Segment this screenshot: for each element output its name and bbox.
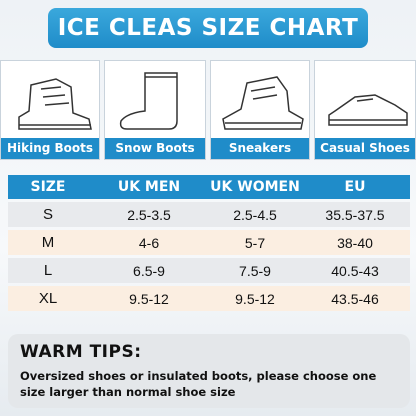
hiking-boot-icon xyxy=(18,78,92,130)
table-row: M 4-6 5-7 38-40 xyxy=(8,230,410,255)
table-cell: 43.5-46 xyxy=(300,286,410,311)
shoe-label: Hiking Boots xyxy=(1,138,99,159)
snow-boot-icon xyxy=(119,72,178,130)
shoe-panel: Snow Boots xyxy=(104,60,206,160)
header-row: SIZE UK MEN UK WOMEN EU xyxy=(8,175,410,199)
shoe-panel: Hiking Boots xyxy=(0,60,100,160)
casual-shoe-icon xyxy=(328,94,408,126)
table-cell: 40.5-43 xyxy=(300,258,410,283)
table-cell: 2.5-3.5 xyxy=(88,202,210,227)
table-row: XL 9.5-12 9.5-12 43.5-46 xyxy=(8,286,410,311)
table-cell: 5-7 xyxy=(210,230,300,255)
tips-text: Oversized shoes or insulated boots, plea… xyxy=(20,369,377,399)
shoe-label: Sneakers xyxy=(211,138,309,159)
table-cell: XL xyxy=(8,286,88,311)
table-row: S 2.5-3.5 2.5-4.5 35.5-37.5 xyxy=(8,202,410,227)
tips-box: WARM TIPS: Oversized shoes or insulated … xyxy=(8,334,410,408)
table-cell: 6.5-9 xyxy=(88,258,210,283)
table-cell: 9.5-12 xyxy=(210,286,300,311)
table-cell: 7.5-9 xyxy=(210,258,300,283)
table-cell: 2.5-4.5 xyxy=(210,202,300,227)
column-header: UK MEN xyxy=(88,175,210,199)
shoe-label: Casual Shoes xyxy=(315,138,415,159)
title: ICE CLEAS SIZE CHART xyxy=(48,8,368,48)
shoe-panel: Casual Shoes xyxy=(314,60,416,160)
column-header: UK WOMEN xyxy=(210,175,300,199)
table-cell: 9.5-12 xyxy=(88,286,210,311)
table-cell: 38-40 xyxy=(300,230,410,255)
size-table: SIZE UK MEN UK WOMEN EU S 2.5-3.5 2.5-4.5 35.5… xyxy=(8,172,410,314)
shoe-panel: Sneakers xyxy=(210,60,310,160)
column-header: SIZE xyxy=(8,175,88,199)
table-cell: M xyxy=(8,230,88,255)
table-row: L 6.5-9 7.5-9 40.5-43 xyxy=(8,258,410,283)
sneaker-icon xyxy=(222,76,304,130)
table-cell: S xyxy=(8,202,88,227)
table-cell: L xyxy=(8,258,88,283)
tips-title: WARM TIPS: xyxy=(20,342,142,362)
table-cell: 35.5-37.5 xyxy=(300,202,410,227)
column-header: EU xyxy=(300,175,410,199)
shoe-label: Snow Boots xyxy=(105,138,205,159)
table-cell: 4-6 xyxy=(88,230,210,255)
